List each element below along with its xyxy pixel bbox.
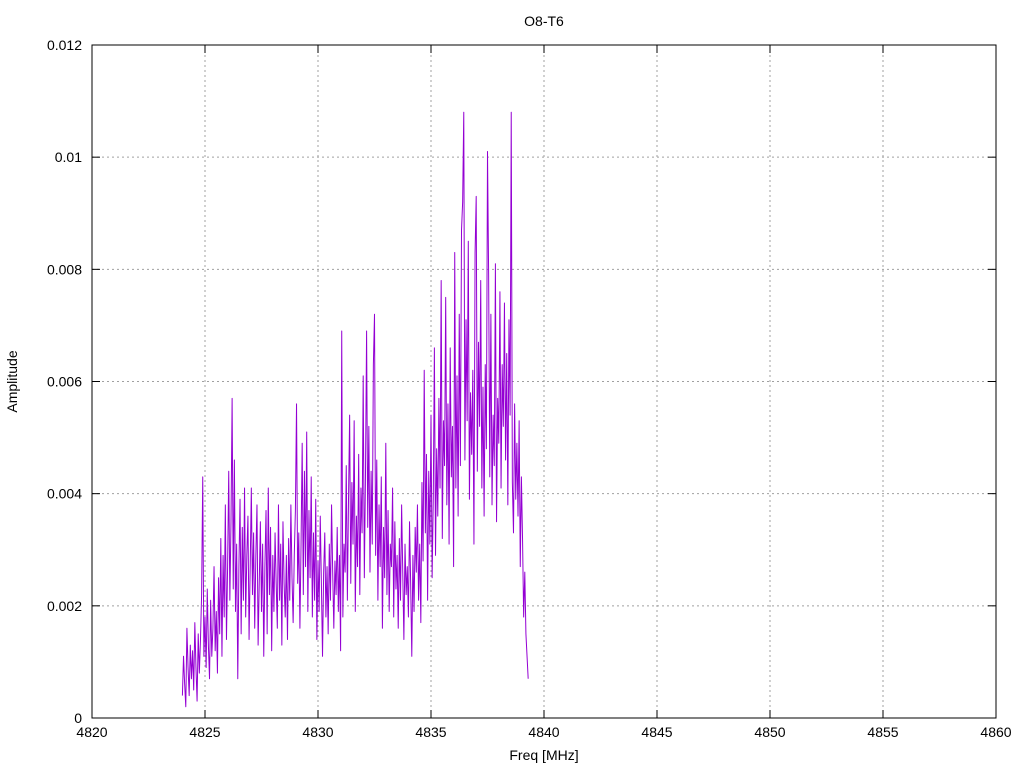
grid-lines: [92, 45, 996, 718]
y-tick-label: 0.012: [47, 37, 82, 53]
series-line: [181, 111, 529, 708]
x-tick-labels: 4820 4825 4830 4835 4840 4845 4850 4855 4860: [76, 724, 1011, 740]
y-tick-labels: 0 0.002 0.004 0.006 0.008 0.01 0.012: [47, 37, 82, 726]
y-tick-label: 0.01: [55, 149, 82, 165]
x-tick-label: 4850: [754, 724, 785, 740]
y-tick-label: 0: [74, 710, 82, 726]
x-tick-label: 4820: [76, 724, 107, 740]
x-axis-label: Freq [MHz]: [509, 747, 578, 763]
y-axis-label: Amplitude: [4, 350, 20, 412]
x-tick-label: 4860: [980, 724, 1011, 740]
y-tick-label: 0.008: [47, 261, 82, 277]
axis-ticks: [91, 44, 997, 719]
chart-title: O8-T6: [524, 13, 564, 29]
x-tick-label: 4825: [189, 724, 220, 740]
plot-area: [181, 111, 529, 708]
y-tick-label: 0.006: [47, 374, 82, 390]
x-tick-label: 4855: [867, 724, 898, 740]
x-tick-label: 4840: [528, 724, 559, 740]
x-tick-label: 4845: [641, 724, 672, 740]
y-tick-label: 0.002: [47, 598, 82, 614]
y-tick-label: 0.004: [47, 486, 82, 502]
x-tick-label: 4835: [415, 724, 446, 740]
x-tick-label: 4830: [302, 724, 333, 740]
